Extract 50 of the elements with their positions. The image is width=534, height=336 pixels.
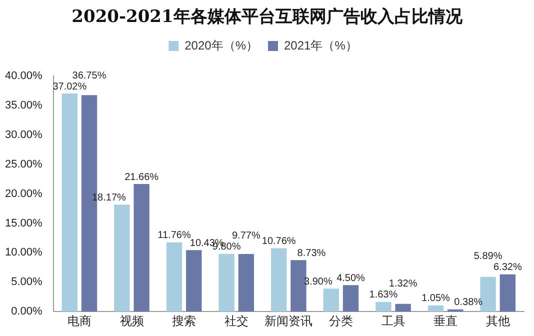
x-tick-label: 工具: [381, 314, 406, 328]
bar: [186, 250, 202, 312]
bar: [114, 204, 130, 312]
data-label: 1.63%: [369, 290, 398, 301]
data-label: 1.32%: [388, 278, 418, 290]
bar: [62, 94, 78, 312]
y-tick-label: 20.00%: [4, 188, 43, 200]
bar: [323, 288, 339, 312]
data-label: 21.66%: [124, 172, 159, 183]
data-label: 37.02%: [52, 81, 87, 92]
y-tick-label: 5.00%: [11, 276, 43, 288]
y-tick-label: 25.00%: [4, 158, 43, 170]
data-label: 10.76%: [262, 236, 296, 247]
data-label: 4.50%: [336, 272, 366, 284]
x-tick-label: 垂直: [434, 314, 458, 328]
y-tick-label: 35.00%: [4, 99, 43, 112]
bar: [376, 302, 392, 312]
y-tick-label: 10.00%: [4, 246, 43, 259]
bar: [271, 248, 287, 312]
data-label: 5.89%: [474, 251, 502, 262]
data-label: 11.76%: [158, 230, 191, 242]
data-label: 8.73%: [297, 248, 326, 259]
bar: [218, 254, 234, 312]
bar: [428, 305, 444, 312]
bar: [342, 285, 359, 312]
data-label: 9.77%: [232, 230, 260, 242]
bar: [166, 242, 182, 312]
x-tick-label: 视频: [120, 314, 144, 328]
y-tick-label: 30.00%: [4, 128, 43, 141]
data-label: 0.38%: [454, 297, 483, 308]
x-tick-label: 分类: [328, 314, 353, 328]
x-tick-label: 电商: [67, 314, 92, 328]
bar: [500, 274, 516, 312]
bar: [395, 304, 411, 312]
y-tick-label: 15.00%: [4, 217, 43, 230]
y-tick-label: 40.00%: [4, 70, 43, 82]
bar: [290, 260, 306, 312]
legend-label: 2020年（%）: [184, 38, 258, 52]
x-tick-label: 新闻资讯: [264, 314, 313, 328]
bar: [238, 254, 254, 312]
x-tick-label: 搜索: [172, 314, 196, 328]
legend-label: 2021年（%）: [284, 38, 358, 52]
chart-title: 2020-2021年各媒体平台互联网广告收入占比情况: [70, 6, 464, 29]
bar: [134, 184, 150, 312]
x-tick-label: 其他: [486, 314, 510, 328]
data-label: 1.05%: [422, 293, 450, 304]
data-label: 36.75%: [72, 70, 106, 82]
data-label: 6.32%: [493, 262, 522, 274]
x-tick-label: 社交: [224, 314, 248, 328]
y-tick-label: 0.00%: [11, 306, 43, 318]
